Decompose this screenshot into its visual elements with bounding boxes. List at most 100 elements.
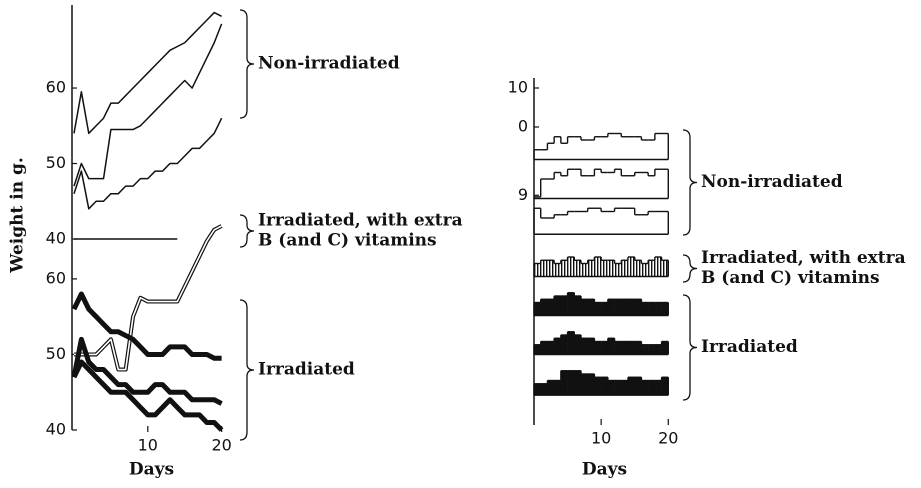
x-tick-label: 10	[138, 436, 158, 455]
step-bar	[587, 338, 595, 355]
step-bar	[594, 341, 602, 355]
step-bar	[641, 263, 649, 277]
y-tick-label: 10	[508, 78, 528, 97]
step-bar	[621, 260, 629, 277]
step-bar	[560, 335, 568, 355]
y-tick-label: 40	[46, 420, 66, 439]
y-tick-label: 60	[46, 78, 66, 97]
series-line	[71, 359, 224, 432]
step-bar	[547, 380, 555, 396]
step-bar	[534, 302, 542, 316]
x-tick-label: 10	[591, 429, 611, 448]
y-tick-label: 50	[46, 153, 66, 172]
series-line	[73, 117, 223, 210]
step-bar	[661, 377, 669, 396]
step-bar	[567, 370, 575, 396]
step-bar	[554, 380, 562, 396]
step-bar	[534, 383, 542, 396]
step-bar	[567, 331, 575, 355]
series-line	[73, 23, 223, 187]
annotation: Non-irradiated	[701, 172, 843, 192]
brace	[682, 129, 698, 236]
y-axis-label: Weight in g.	[8, 157, 28, 274]
step-bar	[628, 341, 636, 355]
step-bar	[601, 341, 609, 355]
brace	[239, 214, 255, 248]
step-bar	[614, 263, 622, 277]
x-tick-label: 20	[658, 429, 678, 448]
step-bar	[648, 380, 656, 396]
x-axis-label: Days	[582, 460, 627, 480]
step-bar	[581, 374, 589, 396]
step-bar	[567, 292, 575, 316]
brace	[239, 9, 255, 119]
step-bar	[634, 341, 642, 355]
y-tick-label: 9	[518, 185, 528, 204]
step-bar	[594, 377, 602, 396]
step-bar	[661, 302, 669, 316]
annotation: Irradiated, with extra	[258, 211, 463, 231]
step-bar	[601, 302, 609, 316]
step-bar	[581, 263, 589, 277]
step-bar	[628, 377, 636, 396]
annotation: Irradiated, with extra	[701, 248, 906, 268]
step-bar	[607, 380, 615, 396]
step-bar	[648, 260, 656, 277]
series-line	[71, 336, 223, 406]
step-bar	[574, 370, 582, 396]
step-bar	[661, 260, 669, 277]
step-bar	[540, 383, 548, 396]
step-bar	[581, 338, 589, 355]
step-bar	[587, 299, 595, 316]
series-line	[74, 224, 223, 372]
y-tick-label: 40	[46, 229, 66, 248]
step-bar	[654, 344, 662, 355]
annotation: B (and C) vitamins	[701, 268, 880, 288]
y-tick-label: 60	[46, 268, 66, 287]
step-bar	[634, 260, 642, 277]
step-bar	[540, 299, 548, 316]
x-axis-label: Days	[129, 460, 174, 480]
step-bar	[648, 344, 656, 355]
step-bar	[661, 341, 669, 355]
step-bar	[654, 302, 662, 316]
step-bar	[594, 257, 602, 277]
y-tick-label: 0	[518, 117, 528, 136]
step-bar	[628, 299, 636, 316]
series-line-inner	[74, 225, 222, 371]
step-bar	[634, 299, 642, 316]
step-bar	[641, 344, 649, 355]
step-bar	[574, 296, 582, 316]
step-bar	[547, 341, 555, 355]
step-bar	[560, 260, 568, 277]
step-bar	[587, 374, 595, 396]
step-bar	[534, 263, 542, 277]
step-bar	[540, 260, 548, 277]
y-tick-label: 50	[46, 344, 66, 363]
step-bar	[614, 341, 622, 355]
step-bar	[534, 344, 542, 355]
step-bar	[621, 341, 629, 355]
step-bar	[547, 299, 555, 316]
step-bar	[614, 380, 622, 396]
step-bar	[554, 296, 562, 316]
annotation: Irradiated	[258, 360, 355, 380]
brace	[239, 299, 255, 441]
annotation: Irradiated	[701, 337, 798, 357]
annotation: B (and C) vitamins	[258, 231, 437, 251]
step-bar	[621, 380, 629, 396]
step-bar	[641, 302, 649, 316]
step-bar	[581, 299, 589, 316]
step-bar	[574, 335, 582, 355]
step-bar	[547, 260, 555, 277]
step-bar	[601, 377, 609, 396]
x-tick-label: 20	[211, 436, 231, 455]
step-bar	[554, 338, 562, 355]
step-bar	[560, 370, 568, 396]
step-bar	[607, 338, 615, 355]
step-bar	[654, 257, 662, 277]
brace	[682, 254, 698, 283]
step-bar	[540, 341, 548, 355]
